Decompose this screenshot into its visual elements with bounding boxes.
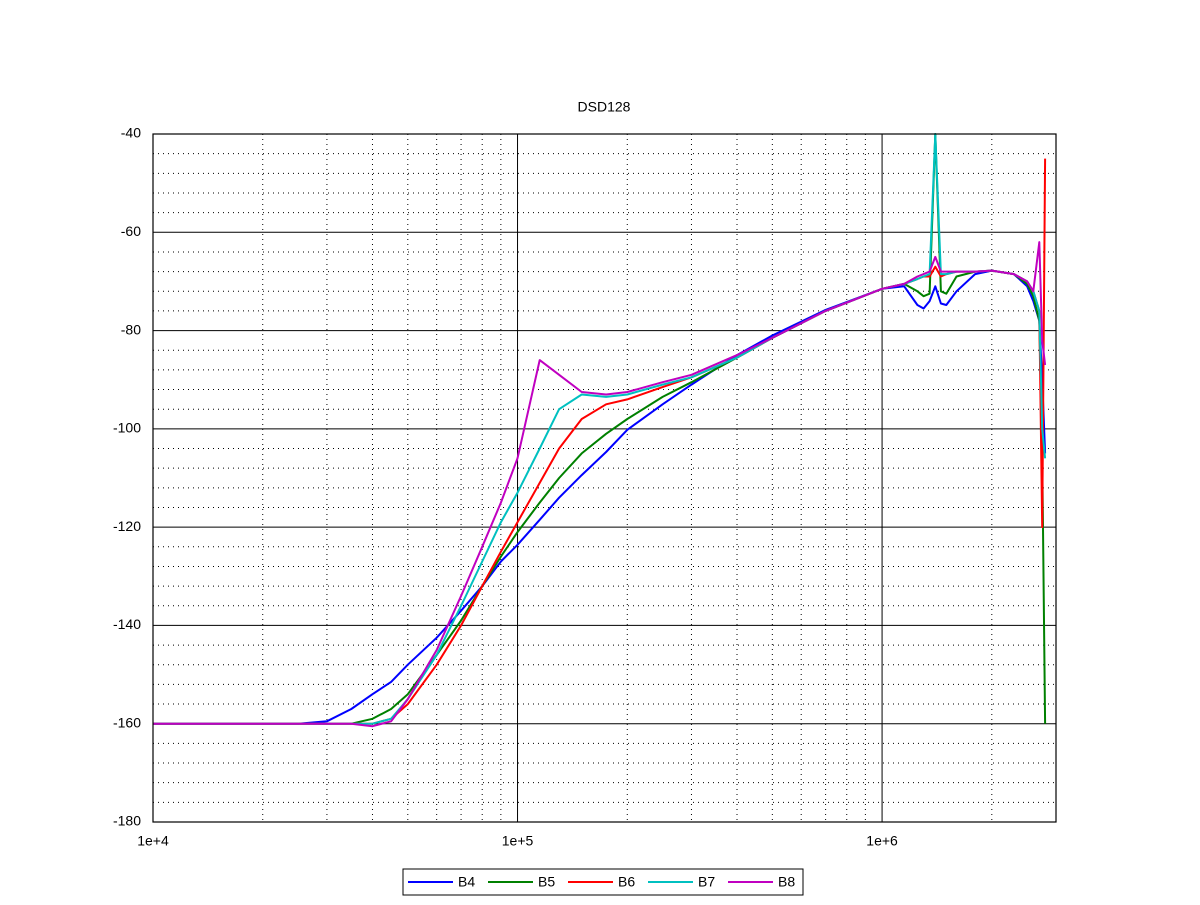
series-line	[153, 158, 1047, 725]
legend-label: B6	[618, 874, 635, 890]
y-tick-label: -100	[113, 420, 141, 436]
y-tick-label: -120	[113, 518, 141, 534]
legend-label: B8	[778, 874, 795, 890]
legend-label: B7	[698, 874, 715, 890]
legend: B4 B5 B6 B7 B8	[402, 868, 804, 896]
series-line	[153, 269, 1047, 725]
y-tick-label: -160	[113, 714, 141, 730]
plot-frame	[152, 133, 1057, 823]
y-tick-label: -140	[113, 616, 141, 632]
series-line	[153, 241, 1047, 728]
y-tick-label: -40	[121, 125, 141, 141]
legend-label: B5	[538, 874, 555, 890]
x-tick-label: 1e+6	[866, 833, 898, 849]
x-tick-label: 1e+5	[502, 833, 534, 849]
chart-title: DSD128	[578, 99, 631, 115]
y-tick-label: -60	[121, 223, 141, 239]
x-tick-label: 1e+4	[137, 833, 169, 849]
y-tick-label: -180	[113, 813, 141, 829]
legend-label: B4	[458, 874, 475, 890]
y-tick-label: -80	[121, 321, 141, 337]
